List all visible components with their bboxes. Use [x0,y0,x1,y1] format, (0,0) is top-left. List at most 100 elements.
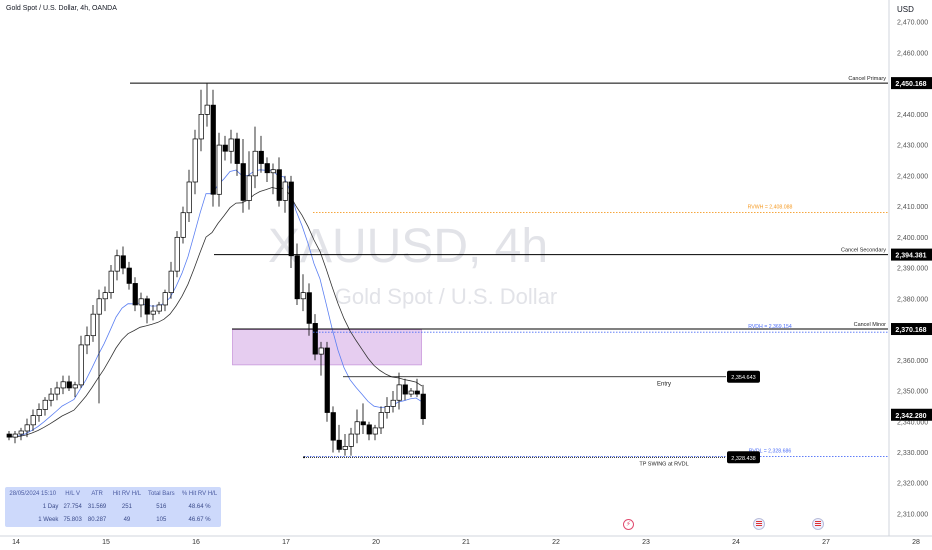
stats-cell: 46.67 % [188,516,211,523]
target-anchor [303,456,305,459]
candle-body [354,421,360,435]
price-axis-tag-text: 2,394.381 [895,253,926,260]
candle-body [126,267,132,284]
time-tick-label: 16 [192,539,200,546]
price-tick-label: 2,340.000 [897,419,928,426]
candle-body [192,138,198,183]
price-axis-tag-text: 2,370.168 [895,327,926,334]
candle-body [252,150,258,177]
us-flag-event-icon[interactable] [812,518,824,530]
candle-body [6,433,12,438]
stats-cell: 105 [156,516,167,523]
lightning-event-icon[interactable]: ⚡ [623,519,634,530]
stats-cell: 80.287 [87,516,107,523]
entry-label: Entry [657,382,671,388]
price-axis-tag [891,248,932,261]
candle-body [360,421,366,426]
candle-body [228,138,234,152]
candle-body [234,138,240,164]
target-price-tag [727,451,760,464]
candle-body [366,424,372,435]
candle-body [90,313,96,337]
price-axis-tag [891,77,932,90]
stats-header: ATR [91,490,103,497]
stats-row: 1 Week 75.803 80.287 49 105 46.67 % [5,513,221,526]
price-tick-label: 2,410.000 [897,204,928,211]
stats-cell: 75.803 [63,516,82,523]
candle-body [186,181,192,214]
price-axis-tag-text: 2,342.280 [895,413,926,420]
price-axis-tag [891,323,932,336]
candle-body [246,175,252,201]
candle-body [42,399,48,410]
candle-body [420,393,426,420]
candle-body [60,381,66,389]
time-tick-label: 14 [12,539,20,546]
price-axis-tag-text: 2,450.168 [895,81,926,88]
candle-body [108,270,114,294]
candle-body [174,236,180,272]
candle-body [198,114,204,140]
stats-header: % Hit RV H/L [181,490,218,497]
stats-row: 1 Day 27.754 31.569 251 516 48.64 % [5,500,221,513]
stats-header-row: 28/05/2024 15:10 H/L V ATR Hit RV H/L To… [5,487,221,500]
candle-body [378,412,384,429]
candle-body [390,399,396,407]
time-tick-label: 22 [552,539,560,546]
candle-body [150,310,156,315]
candle-body [264,163,270,174]
currency-label[interactable]: USD [897,5,914,14]
candle-body [306,292,312,324]
stats-period: 1 Week [38,516,59,523]
candle-body [330,412,336,441]
stats-cell: 251 [121,503,132,510]
stats-cell: 48.64 % [188,503,211,510]
candle-body [84,335,90,346]
entry-price-tag [727,370,760,383]
candle-body [144,298,150,315]
stats-header: H/L V [65,490,81,497]
candle-body [66,381,72,389]
candle-body [162,292,168,306]
candle-body [204,104,210,115]
candle-body [210,104,216,195]
candle-body [132,283,138,306]
candle-body [276,169,282,201]
moving-average-slow [7,187,423,438]
time-tick-label: 15 [102,539,110,546]
price-tick-label: 2,350.000 [897,389,928,396]
candle-body [258,150,264,164]
candle-body [156,304,162,312]
time-tick-label: 24 [732,539,740,546]
candle-body [408,390,414,395]
stats-timestamp: 28/05/2024 15:10 [9,490,57,497]
entry-price-text: 2,354.643 [731,375,755,381]
level-label: RVDL = 2,328.686 [749,449,792,455]
price-tick-label: 2,320.000 [897,481,928,488]
us-flag-event-icon[interactable] [753,518,765,530]
stats-cell: 516 [156,503,167,510]
time-tick-label: 20 [372,539,380,546]
price-tick-label: 2,390.000 [897,266,928,273]
candle-body [138,298,144,306]
price-tick-label: 2,420.000 [897,173,928,180]
candle-body [282,181,288,201]
price-tick-label: 2,460.000 [897,50,928,57]
candle-body [168,270,174,294]
candle-body [288,181,294,257]
candle-body [54,387,60,395]
candle-body [402,384,408,395]
candle-body [24,424,30,432]
watermark-symbol: XAUUSD, 4h [268,220,548,273]
time-tick-label: 28 [912,539,920,546]
level-label: RVDH = 2,369.154 [748,324,792,330]
candle-body [216,144,222,195]
stats-header: Total Bars [147,490,175,497]
level-label: Cancel Secondary [841,248,886,254]
candle-body [114,255,120,272]
price-tick-label: 2,330.000 [897,450,928,457]
candle-body [222,144,228,152]
target-label: TP SWING at RVDL [639,461,688,467]
candle-body [300,292,306,300]
